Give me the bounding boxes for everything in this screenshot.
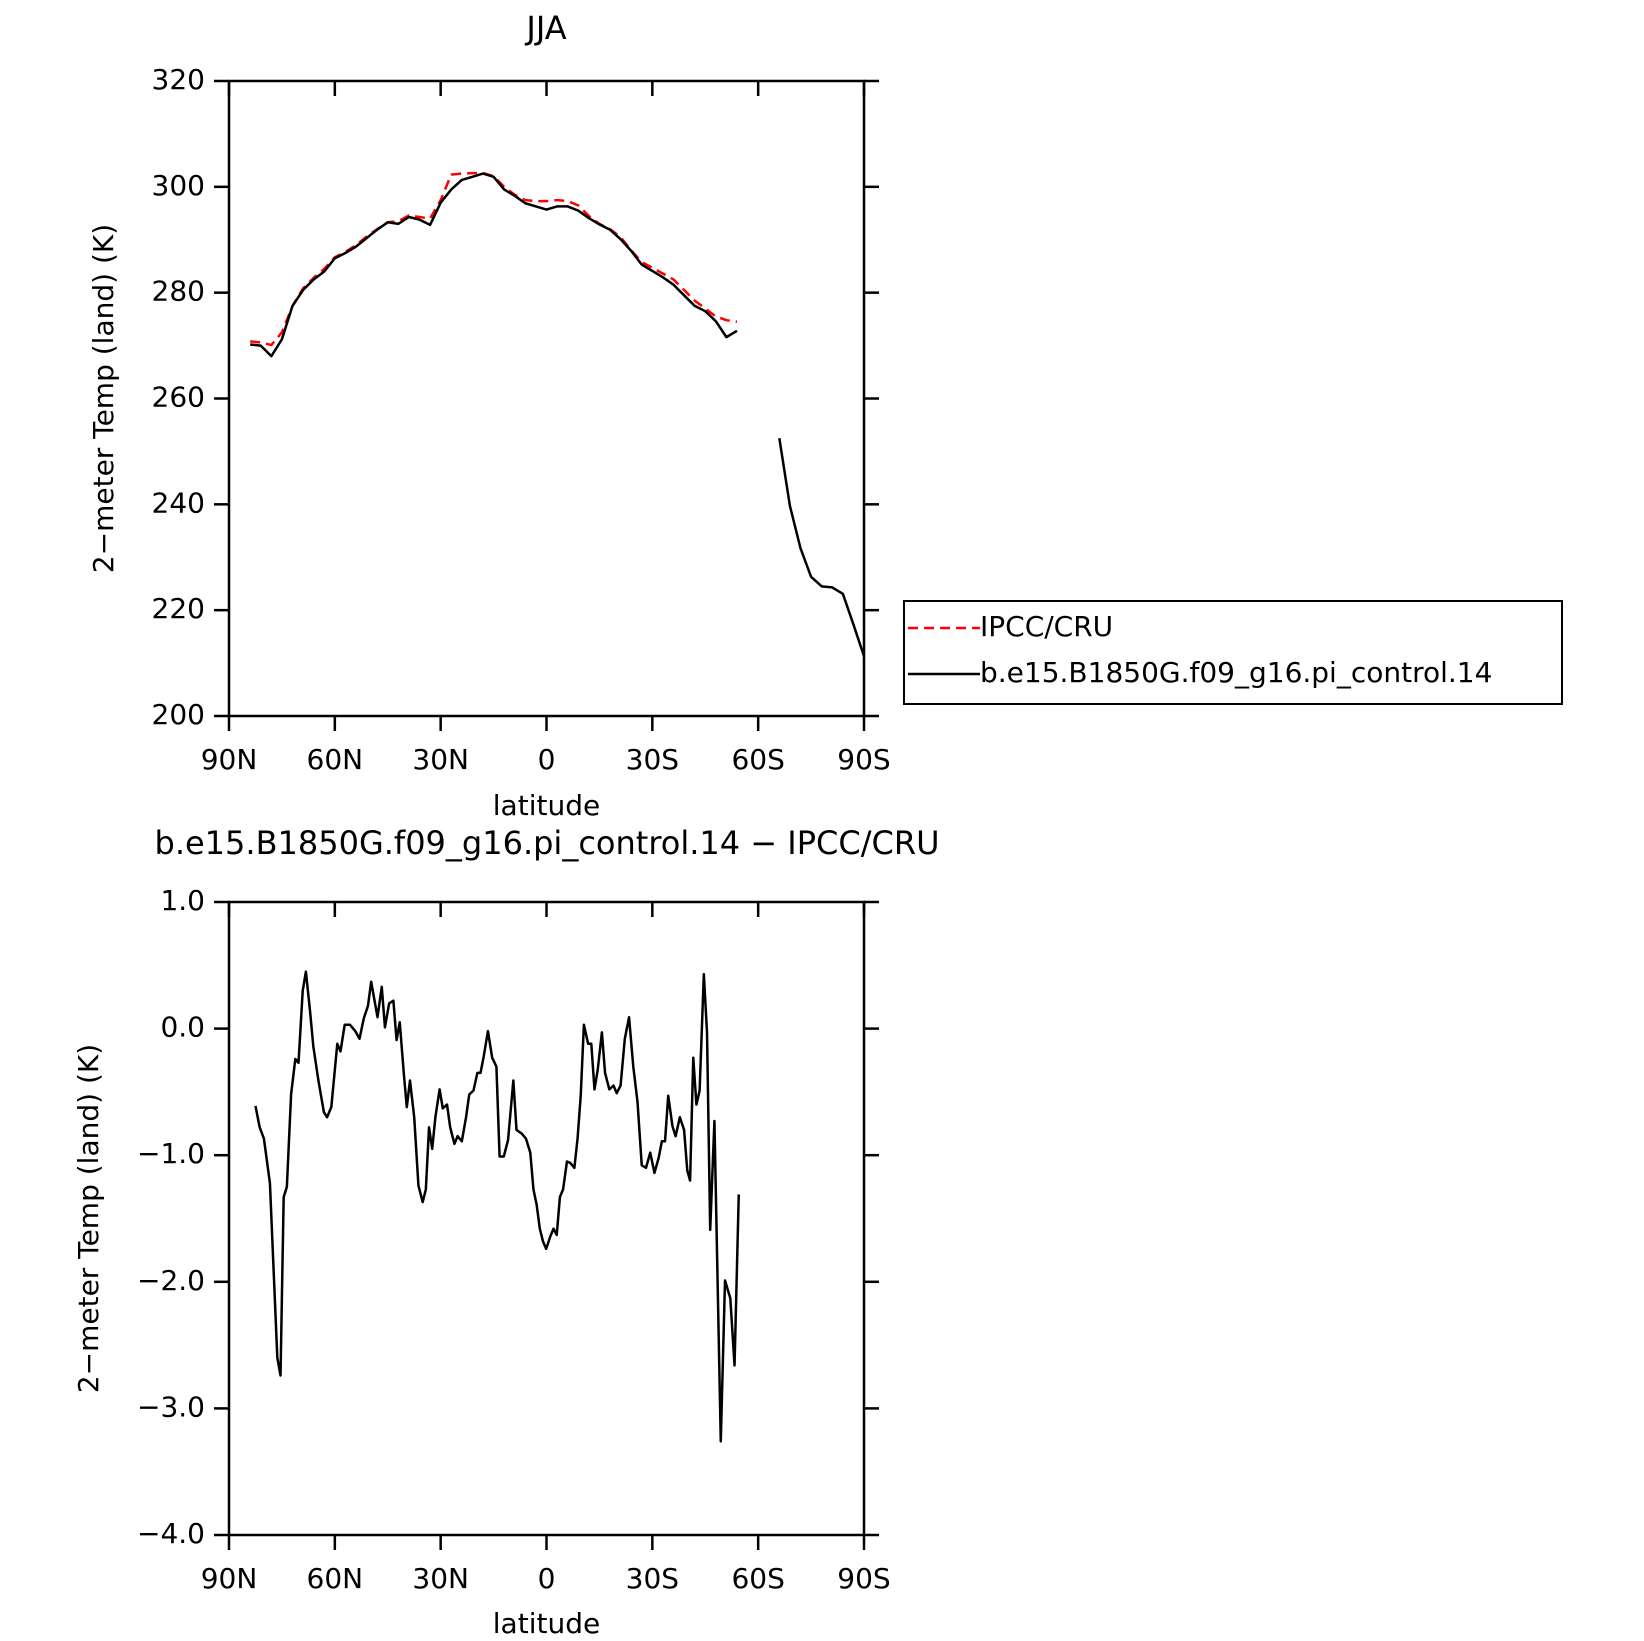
x-tick-label: 30N [412,743,469,776]
y-tick-label: 320 [152,63,205,96]
y-tick-label: 260 [152,381,205,414]
y-tick-label: −3.0 [137,1390,205,1423]
plot-frame [227,79,866,718]
chart-title: b.e15.B1850G.f09_g16.pi_control.14 − IPC… [155,824,940,862]
data-line [250,172,866,657]
x-tick-label: 90S [837,743,890,776]
plot: b.e15.B1850G.f09_g16.pi_control.14 − IPC… [72,824,939,1640]
y-tick-label: −2.0 [137,1264,205,1297]
x-tick-label: 90N [201,1562,258,1595]
chart-title: JJA [524,9,566,47]
x-tick-label: 30N [412,1562,469,1595]
x-axis-label: latitude [493,789,600,822]
y-tick-label: 200 [152,698,205,731]
data-line [254,970,741,1443]
y-tick-label: −1.0 [137,1137,205,1170]
y-tick-label: 220 [152,592,205,625]
data-line [250,171,738,347]
legend-box [903,600,1563,705]
y-tick-label: 300 [152,169,205,202]
y-tick-label: 0.0 [160,1011,205,1044]
legend-label: IPCC/CRU [980,610,1113,643]
x-tick-label: 90N [201,743,258,776]
x-tick-label: 60S [731,743,784,776]
y-tick-label: 240 [152,486,205,519]
x-tick-label: 60N [307,743,364,776]
y-tick-label: 1.0 [160,884,205,917]
plot-frame [227,900,866,1537]
y-axis-label: 2−meter Temp (land) (K) [87,224,120,573]
y-tick-label: −4.0 [137,1517,205,1550]
x-axis-label: latitude [493,1607,600,1640]
legend-label: b.e15.B1850G.f09_g16.pi_control.14 [980,656,1492,689]
x-tick-label: 60N [307,1562,364,1595]
x-tick-label: 90S [837,1562,890,1595]
x-tick-label: 60S [731,1562,784,1595]
plot: JJA latitude 2−meter Temp (land) (K) 200 220… [87,9,1563,822]
y-tick-label: 280 [152,275,205,308]
x-tick-label: 30S [626,743,679,776]
y-axis-label: 2−meter Temp (land) (K) [72,1044,105,1393]
x-tick-label: 0 [538,1562,556,1595]
x-tick-label: 30S [626,1562,679,1595]
x-tick-label: 0 [538,743,556,776]
